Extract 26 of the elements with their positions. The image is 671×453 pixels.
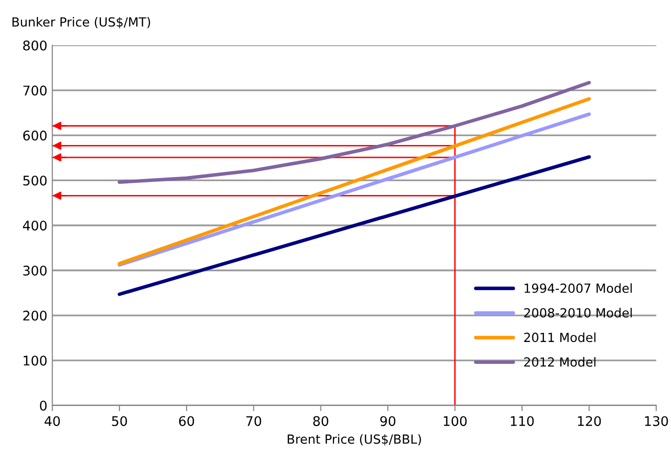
x-axis-title: Brent Price (US$/BBL): [288, 434, 421, 446]
y-tick-label: 100: [24, 356, 47, 366]
y-tick-label: 700: [23, 86, 47, 96]
x-tick-label: 100: [444, 416, 467, 426]
legend-label: 1994-2007 Model: [524, 283, 632, 293]
y-tick-label: 300: [23, 266, 47, 276]
x-tick-label: 40: [44, 416, 60, 426]
y-tick-label: 500: [23, 176, 47, 186]
y-tick-label: 600: [23, 130, 47, 141]
x-tick-label: 70: [246, 416, 262, 426]
x-tick-label: 90: [380, 416, 396, 426]
legend-label: 2008-2010 Model: [524, 308, 632, 318]
x-tick-label: 120: [578, 416, 601, 426]
legend-label: 2012 Model: [524, 357, 596, 367]
x-tick-label: 60: [179, 416, 194, 426]
x-tick-label: 130: [645, 416, 668, 426]
x-tick-label: 80: [313, 416, 328, 426]
x-tick-label: 50: [112, 416, 127, 426]
y-axis-title: Bunker Price (US$/MT): [12, 16, 150, 28]
y-tick-label: 200: [23, 310, 47, 321]
y-tick-label: 800: [23, 40, 47, 50]
y-tick-label: 0: [40, 400, 47, 411]
x-tick-label: 110: [510, 416, 534, 426]
y-tick-label: 400: [22, 220, 47, 231]
line-series: [118, 80, 591, 184]
legend-label: 2011 Model: [524, 332, 596, 342]
